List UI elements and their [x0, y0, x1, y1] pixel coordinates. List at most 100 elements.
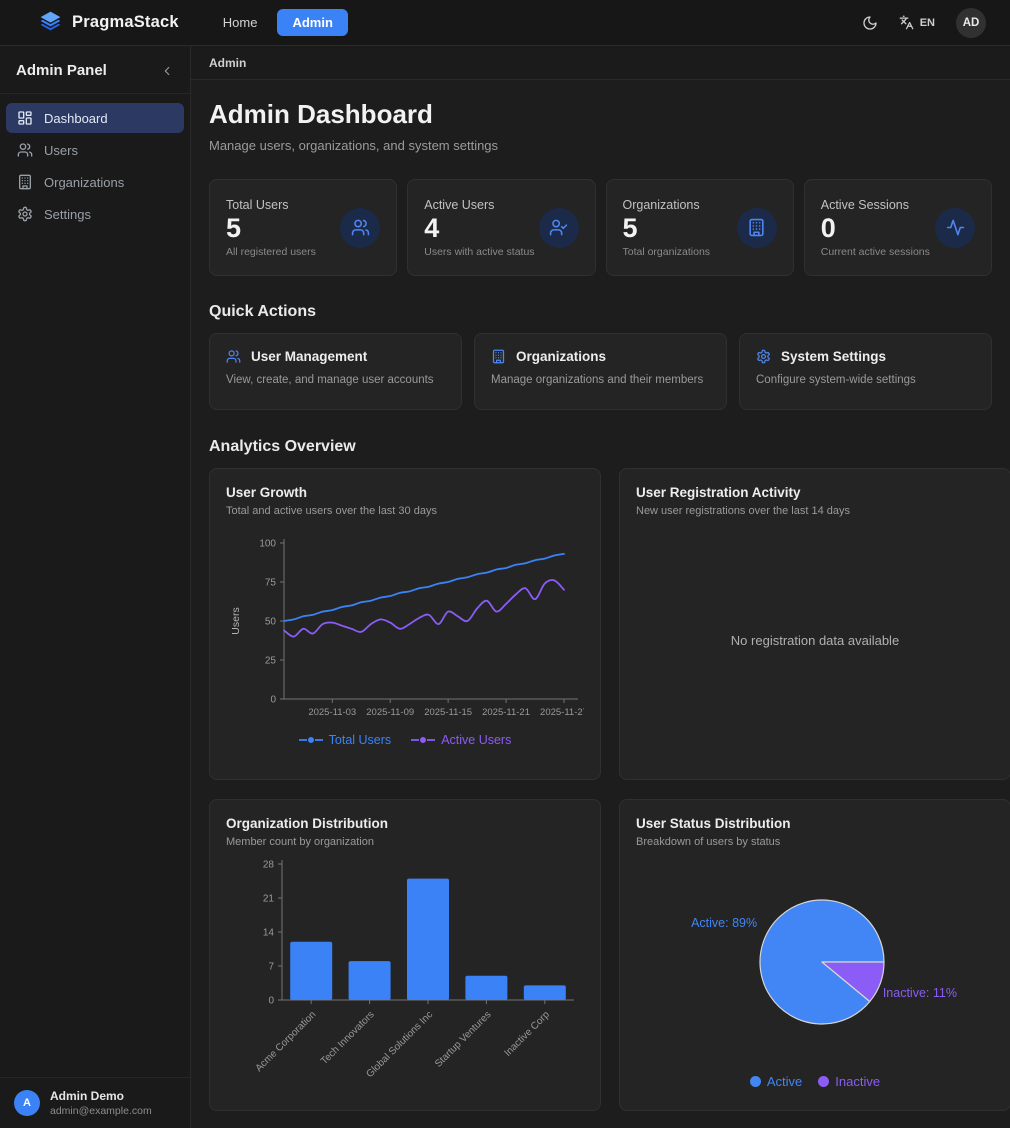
top-navbar: PragmaStack Home Admin EN AD — [0, 0, 1010, 46]
quick-action-organizations[interactable]: Organizations Manage organizations and t… — [474, 333, 727, 410]
moon-icon — [862, 15, 878, 31]
content-area: Admin Admin Dashboard Manage users, orga… — [191, 46, 1010, 1128]
quick-action-description: View, create, and manage user accounts — [226, 374, 434, 386]
organization-bar-chart: 0 7 14 21 28 Acme Corporation Tech InnovatorsG… — [254, 860, 574, 1080]
stat-card-total-users: Total Users 5 All registered users — [209, 179, 398, 276]
stat-value: 5 — [622, 212, 638, 243]
quick-action-title: Organizations — [516, 349, 607, 364]
line-marker-icon — [298, 737, 323, 743]
chart-subtitle: Breakdown of users by status — [636, 836, 781, 848]
user-status-card: User Status Distribution Breakdown of us… — [619, 799, 1010, 1111]
legend-item: Total Users — [298, 733, 391, 747]
building-icon — [736, 207, 777, 248]
stat-value: 4 — [424, 212, 440, 243]
user-growth-line-chart: 0 25 50 75 100 2025-11-03 2025-11-09 2025-11-15… — [230, 539, 584, 719]
sidebar-item-users[interactable]: Users — [6, 135, 184, 165]
nav-item-admin[interactable]: Admin — [277, 9, 348, 36]
svg-text:21: 21 — [263, 894, 275, 905]
sidebar-item-organizations[interactable]: Organizations — [6, 167, 184, 197]
sidebar-item-dashboard[interactable]: Dashboard — [6, 103, 184, 133]
pie-legend: Active Inactive — [749, 1074, 880, 1089]
chevron-left-icon — [160, 64, 174, 78]
stats-row: Total Users 5 All registered users Activ… — [209, 179, 992, 276]
stat-card-organizations: Organizations 5 Total organizations — [605, 179, 794, 276]
chart-subtitle: Total and active users over the last 30 … — [226, 505, 437, 517]
stat-value: 0 — [820, 212, 836, 243]
pie-legend-item: Inactive — [818, 1074, 880, 1089]
user-growth-legend: Total Users Active Users — [298, 733, 511, 747]
stat-description: All registered users — [226, 245, 316, 258]
dark-mode-toggle[interactable] — [862, 15, 878, 31]
user-growth-card: User Growth Total and active users over … — [209, 468, 601, 780]
sidebar-item-label: Users — [44, 142, 78, 158]
svg-text:75: 75 — [265, 578, 277, 589]
quick-action-user-management[interactable]: User Management View, create, and manage… — [209, 333, 462, 410]
sidebar-item-settings[interactable]: Settings — [6, 199, 184, 229]
pie-legend-item: Active — [749, 1074, 802, 1089]
svg-text:Tech Innovators: Tech Innovators — [319, 1009, 377, 1067]
dashboard-grid-icon — [17, 110, 33, 126]
legend-dot-icon — [749, 1075, 761, 1087]
user-avatar[interactable]: AD — [956, 7, 986, 38]
language-selector[interactable]: EN — [899, 15, 935, 30]
quick-action-title: System Settings — [781, 349, 887, 364]
svg-text:14: 14 — [263, 928, 275, 939]
stat-description: Total organizations — [622, 245, 711, 258]
svg-text:Inactive: 11%: Inactive: 11% — [883, 986, 957, 1000]
stat-card-active-users: Active Users 4 Users with active status — [407, 179, 596, 276]
gear-icon — [17, 206, 33, 222]
sidebar-nav: Dashboard Users Organiza — [0, 94, 190, 238]
users-icon — [17, 142, 33, 158]
svg-text:0: 0 — [268, 996, 274, 1007]
sidebar-collapse-button[interactable] — [160, 64, 174, 78]
svg-text:Active: 89%: Active: 89% — [691, 915, 757, 929]
sidebar-item-label: Organizations — [44, 174, 125, 190]
stat-description: Current active sessions — [820, 245, 930, 258]
brand[interactable]: PragmaStack — [38, 10, 179, 35]
sidebar-item-label: Dashboard — [44, 110, 108, 126]
charts-grid: User Growth Total and active users over … — [209, 468, 1010, 1111]
sidebar: Admin Panel Dashboard — [0, 46, 191, 1128]
stat-value: 5 — [226, 212, 242, 243]
breadcrumb-bar: Admin — [191, 46, 1010, 80]
page-subtitle: Manage users, organizations, and system … — [209, 138, 499, 153]
svg-text:0: 0 — [270, 695, 276, 706]
svg-text:Startup Ventures: Startup Ventures — [433, 1009, 493, 1069]
svg-text:25: 25 — [265, 656, 277, 667]
svg-text:2025-11-09: 2025-11-09 — [366, 707, 414, 718]
breadcrumb[interactable]: Admin — [209, 55, 247, 70]
quick-action-system-settings[interactable]: System Settings Configure system-wide se… — [739, 333, 992, 410]
user-check-icon — [538, 207, 579, 248]
users-icon — [340, 207, 381, 248]
topnav-right: EN AD — [862, 7, 986, 38]
svg-text:100: 100 — [259, 539, 276, 550]
nav-links: Home Admin — [213, 9, 348, 36]
svg-text:7: 7 — [268, 962, 274, 973]
stat-label: Active Sessions — [820, 197, 909, 212]
languages-icon — [899, 15, 914, 30]
quick-actions-heading: Quick Actions — [209, 303, 316, 320]
stat-label: Total Users — [226, 197, 289, 212]
chart-title: Organization Distribution — [226, 816, 388, 831]
svg-text:50: 50 — [265, 617, 277, 628]
organization-distribution-card: Organization Distribution Member count b… — [209, 799, 601, 1111]
layers-logo-icon — [38, 10, 63, 35]
main-layout: Admin Panel Dashboard — [0, 46, 1010, 1128]
sidebar-user-section[interactable]: A Admin Demo admin@example.com — [0, 1077, 190, 1128]
quick-actions-row: User Management View, create, and manage… — [209, 333, 992, 410]
svg-text:2025-11-03: 2025-11-03 — [308, 707, 356, 718]
user-registration-card: User Registration Activity New user regi… — [619, 468, 1010, 780]
chart-title: User Growth — [226, 485, 308, 500]
quick-action-description: Configure system-wide settings — [756, 374, 916, 386]
chart-subtitle: Member count by organization — [226, 836, 374, 848]
svg-text:2025-11-27: 2025-11-27 — [540, 707, 584, 718]
svg-text:Inactive Corp: Inactive Corp — [502, 1009, 552, 1059]
analytics-heading: Analytics Overview — [209, 438, 356, 455]
building-icon — [491, 349, 506, 364]
sidebar-user-avatar: A — [14, 1090, 40, 1116]
user-status-pie-chart: Active: 89% Inactive: 11% — [691, 898, 957, 1025]
chart-subtitle: New user registrations over the last 14 … — [636, 505, 850, 517]
language-label: EN — [919, 16, 935, 29]
chart-title: User Registration Activity — [636, 485, 801, 500]
nav-item-home[interactable]: Home — [222, 15, 258, 30]
